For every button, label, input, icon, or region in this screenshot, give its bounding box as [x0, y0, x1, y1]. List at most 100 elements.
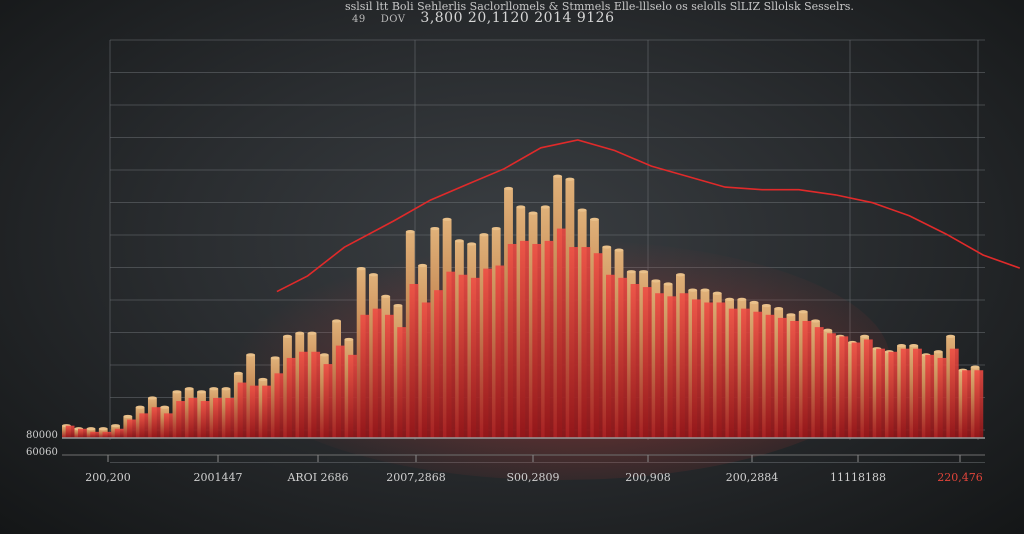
x-tick-label: 200,2884: [725, 471, 779, 484]
bar-red: [716, 302, 726, 438]
bar-cap: [577, 208, 587, 212]
x-tick-label: 2001447: [193, 471, 243, 484]
bar-red: [667, 296, 677, 438]
bar-red: [188, 397, 198, 438]
bar-cap: [626, 270, 636, 274]
bar-red: [802, 320, 812, 438]
bar-red: [397, 327, 407, 438]
bar-red: [704, 302, 714, 438]
bar-red: [618, 277, 628, 438]
bar-red: [470, 277, 480, 438]
bar-red: [274, 373, 284, 438]
bar-red: [839, 336, 849, 438]
bar-red: [900, 348, 910, 438]
bar-cap: [111, 424, 120, 428]
bar-cap: [528, 211, 538, 215]
bar-red: [741, 308, 750, 438]
trend-line: [276, 139, 1021, 293]
bar-red: [876, 348, 886, 438]
bar-red: [384, 314, 394, 438]
bar-cap: [553, 174, 563, 178]
bar-cap: [933, 350, 943, 354]
bar-red: [139, 413, 149, 438]
bar-cap: [233, 371, 243, 375]
bar-cap: [344, 337, 354, 342]
bar-cap: [319, 353, 329, 357]
header-small-a: 49: [352, 14, 366, 25]
bar-cap: [295, 331, 305, 335]
bar-cap: [442, 217, 452, 221]
bar-red: [323, 364, 333, 438]
bar-red: [77, 428, 87, 438]
bar-cap: [860, 334, 870, 338]
y-tick-label-2: 60060: [26, 447, 58, 458]
bar-red: [606, 274, 615, 438]
bar-cap: [540, 205, 550, 209]
bar-cap: [356, 267, 366, 271]
bar-cap: [639, 270, 649, 274]
bar-cap: [798, 310, 808, 314]
x-tick-label: 220,476: [937, 471, 983, 484]
bar-cap: [98, 427, 108, 431]
bar-cap: [676, 273, 685, 277]
bar-red: [151, 407, 161, 438]
bar-cap: [123, 414, 133, 419]
bar-cap: [332, 319, 342, 323]
bar-cap: [147, 396, 157, 400]
bar-cap: [270, 356, 280, 360]
bar-cap: [700, 288, 710, 292]
bar-red: [176, 401, 186, 438]
bar-cap: [209, 387, 219, 391]
bar-cap: [135, 405, 145, 409]
bar-red: [409, 284, 419, 438]
bar-cap: [823, 328, 833, 332]
bar-cap: [565, 177, 575, 181]
bar-cap: [946, 334, 956, 338]
bar-red: [286, 357, 296, 438]
bar-cap: [197, 390, 206, 394]
bar-red: [949, 348, 959, 438]
bar-red: [851, 342, 861, 438]
bar-red: [90, 431, 100, 438]
bar-red: [630, 284, 640, 438]
bar-red: [213, 397, 222, 438]
bar-red: [360, 314, 370, 438]
bar-cap: [430, 226, 440, 231]
bar-cap: [479, 233, 489, 237]
bar-red: [102, 431, 112, 438]
bar-cap: [283, 334, 292, 338]
bar-red: [753, 311, 763, 438]
bar-red: [446, 271, 456, 438]
bar-red: [777, 317, 787, 438]
bar-cap: [454, 239, 464, 243]
bar-cap: [221, 387, 231, 391]
bar-cap: [307, 331, 317, 335]
bar-cap: [811, 319, 820, 323]
bar-cap: [970, 365, 980, 369]
bar-red: [569, 247, 579, 438]
bar-red: [335, 345, 345, 438]
bar-red: [790, 320, 800, 438]
bar-cap: [381, 294, 391, 298]
bar-red: [483, 268, 493, 438]
bar-red: [200, 401, 210, 438]
bar-cap: [491, 226, 501, 231]
bars-front-series: [65, 228, 984, 438]
chart-header-line2: 49 DOV 3,800 20,1120 2014 9126: [352, 10, 615, 26]
bar-cap: [393, 303, 403, 308]
bar-red: [249, 385, 259, 438]
bar-cap: [774, 307, 784, 311]
bar-red: [311, 351, 321, 438]
bar-cap: [614, 248, 624, 252]
bar-red: [65, 425, 75, 438]
bar-cap: [405, 230, 415, 234]
bar-red: [507, 243, 517, 438]
bar-red: [679, 293, 689, 438]
bar-cap: [897, 344, 906, 348]
bar-red: [262, 385, 272, 438]
x-tick-label: S00,2809: [506, 471, 560, 484]
bar-red: [642, 287, 652, 438]
bar-cap: [369, 273, 378, 277]
bar-cap: [651, 279, 661, 283]
